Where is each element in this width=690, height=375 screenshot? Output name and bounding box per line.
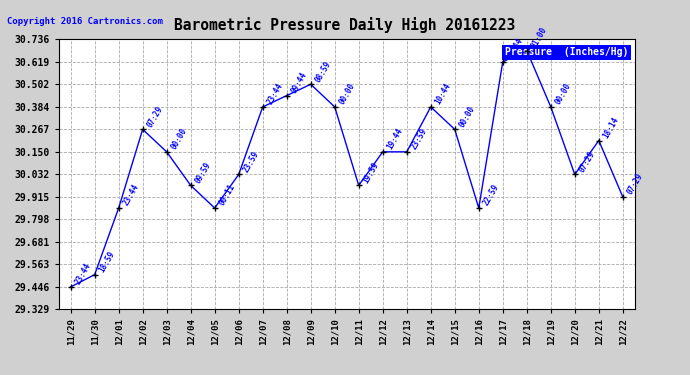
Text: Pressure  (Inches/Hg): Pressure (Inches/Hg)	[505, 48, 629, 57]
Text: 08:59: 08:59	[313, 59, 333, 84]
Text: 18:14: 18:14	[602, 115, 621, 140]
Text: 09:44: 09:44	[290, 70, 309, 95]
Text: 23:59: 23:59	[410, 126, 429, 151]
Text: 23:44: 23:44	[121, 183, 141, 207]
Text: 10:44: 10:44	[433, 82, 453, 106]
Text: 23:44: 23:44	[73, 262, 92, 286]
Text: 00:00: 00:00	[337, 82, 357, 106]
Text: 00:00: 00:00	[553, 82, 573, 106]
Text: Copyright 2016 Cartronics.com: Copyright 2016 Cartronics.com	[7, 17, 163, 26]
Text: 23:44: 23:44	[506, 36, 525, 61]
Text: Barometric Pressure Daily High 20161223: Barometric Pressure Daily High 20161223	[175, 17, 515, 33]
Text: 07:29: 07:29	[578, 149, 597, 174]
Text: 19:44: 19:44	[386, 126, 405, 151]
Text: 00:00: 00:00	[170, 126, 189, 151]
Text: 23:59: 23:59	[241, 149, 261, 174]
Text: 00:00: 00:00	[457, 104, 477, 129]
Text: 18:59: 18:59	[97, 249, 117, 274]
Text: 09:59: 09:59	[193, 160, 213, 184]
Text: 19:59: 19:59	[362, 160, 381, 184]
Text: 07:29: 07:29	[146, 104, 165, 129]
Text: 07:29: 07:29	[626, 172, 645, 196]
Text: 01:00: 01:00	[529, 25, 549, 50]
Text: 00:11: 00:11	[217, 183, 237, 207]
Text: 23:44: 23:44	[266, 82, 285, 106]
Text: 22:59: 22:59	[482, 183, 501, 207]
